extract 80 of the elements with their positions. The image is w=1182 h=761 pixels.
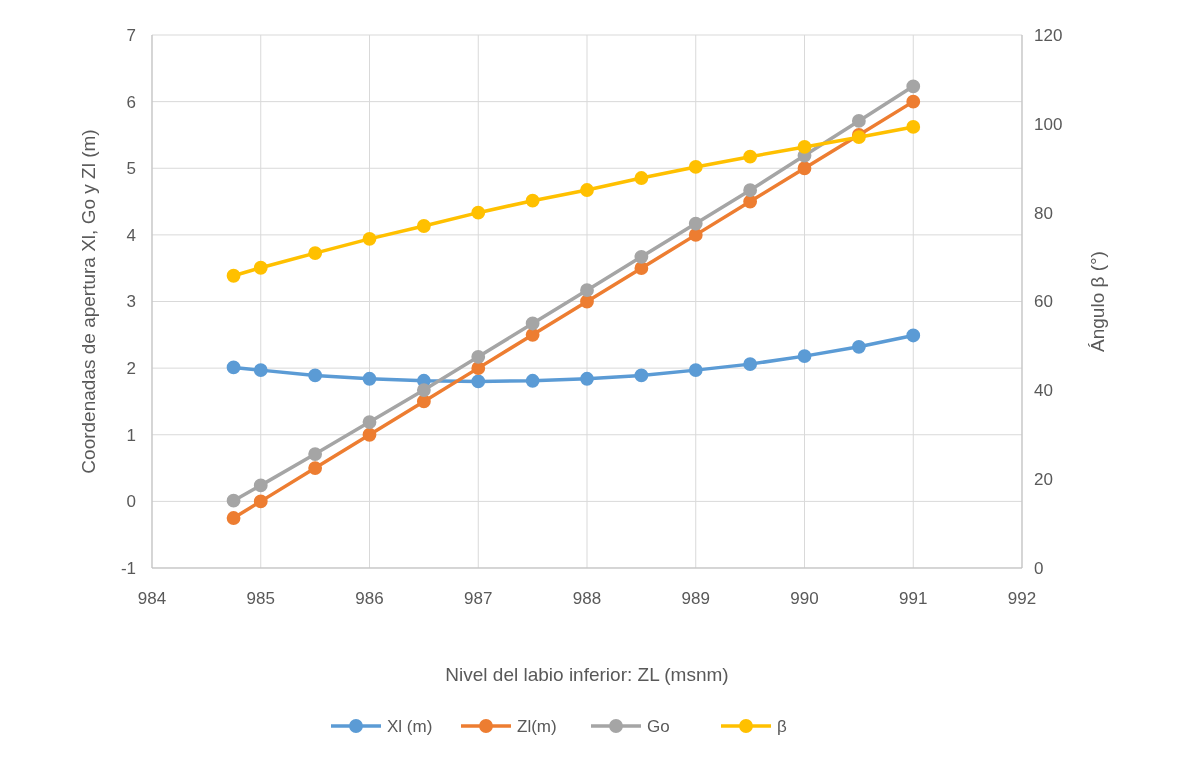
point <box>580 183 594 197</box>
x-tick-label: 985 <box>246 589 275 608</box>
x-axis-title: Nivel del labio inferior: ZL (msnm) <box>445 664 729 685</box>
point <box>906 120 921 134</box>
y2-tick-label: 120 <box>1034 25 1063 45</box>
point <box>308 461 323 475</box>
point <box>416 219 431 233</box>
x-tick-label: 986 <box>355 589 384 608</box>
y2-axis-title: Ángulo β (°) <box>1087 251 1108 352</box>
legend-label: β <box>777 716 787 736</box>
legend-label: Zl(m) <box>517 716 557 736</box>
point <box>580 371 594 386</box>
point <box>253 494 268 509</box>
y-tick-label: 4 <box>126 225 136 245</box>
point <box>253 260 268 275</box>
point <box>743 357 758 372</box>
point <box>634 249 649 264</box>
y-axis-title: Coordenadas de apertura Xl, Go y Zl (m) <box>78 129 99 474</box>
point <box>362 427 377 442</box>
point <box>362 415 377 429</box>
point <box>743 183 758 198</box>
point <box>797 140 812 154</box>
legend-label: Go <box>647 716 670 736</box>
point <box>308 246 323 260</box>
point <box>226 493 241 508</box>
point <box>362 371 377 386</box>
y2-tick-label: 80 <box>1034 203 1053 223</box>
y-tick-label: 2 <box>126 359 136 379</box>
y-tick-label: 5 <box>126 159 136 179</box>
point <box>416 383 431 398</box>
point <box>253 363 268 378</box>
x-tick-label: 992 <box>1007 589 1037 608</box>
point <box>471 349 486 364</box>
point <box>634 368 649 383</box>
y2-tick-label: 100 <box>1034 114 1063 134</box>
point <box>471 205 486 220</box>
point <box>308 368 323 383</box>
y-tick-label: 6 <box>126 92 136 112</box>
point <box>253 478 268 493</box>
point <box>688 227 703 242</box>
point <box>906 94 921 109</box>
point <box>688 216 703 231</box>
point <box>525 316 540 331</box>
y-tick-label: -1 <box>120 558 136 578</box>
point <box>743 149 758 164</box>
point <box>226 511 241 525</box>
point <box>580 294 594 309</box>
y2-tick-label: 60 <box>1034 292 1053 312</box>
point <box>471 361 486 376</box>
point <box>226 268 241 283</box>
point <box>362 231 377 246</box>
y-tick-label: 0 <box>126 492 136 512</box>
point <box>471 374 486 389</box>
y2-tick-label: 0 <box>1034 558 1044 578</box>
x-tick-label: 990 <box>790 589 819 608</box>
y-tick-label: 7 <box>126 25 136 45</box>
y2-tick-label: 40 <box>1034 381 1053 401</box>
point <box>525 373 540 388</box>
point <box>906 328 921 343</box>
point <box>308 447 323 461</box>
point <box>226 360 241 375</box>
point <box>797 161 812 176</box>
x-tick-label: 988 <box>572 589 602 608</box>
y-tick-label: 1 <box>126 425 136 445</box>
point <box>851 114 866 128</box>
x-tick-label: 984 <box>137 589 167 608</box>
x-tick-label: 987 <box>464 589 493 608</box>
point <box>906 79 921 94</box>
point <box>634 171 649 185</box>
point <box>688 160 703 174</box>
point <box>688 363 703 378</box>
legend-label: Xl (m) <box>387 716 433 736</box>
point <box>851 339 866 354</box>
x-tick-label: 991 <box>899 589 928 608</box>
y-tick-label: 3 <box>126 292 136 312</box>
point <box>797 349 812 364</box>
point <box>580 283 594 298</box>
y2-tick-label: 20 <box>1034 470 1053 490</box>
point <box>525 193 540 208</box>
x-tick-label: 989 <box>681 589 710 608</box>
